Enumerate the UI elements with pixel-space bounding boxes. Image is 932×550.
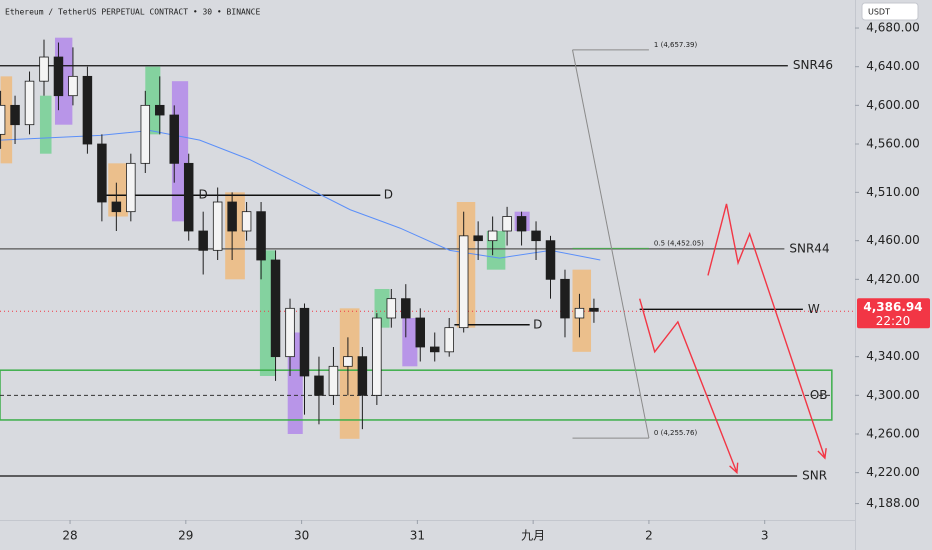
- y-tick-label: 4,300.00: [866, 388, 919, 402]
- candle-body: [574, 307, 585, 319]
- candle-body: [473, 235, 483, 242]
- candle-body: [314, 375, 324, 396]
- ob-label: OB: [810, 388, 828, 402]
- highlight-box: [0, 76, 13, 164]
- candle-body: [68, 75, 78, 97]
- projection: [707, 203, 826, 459]
- candle-body: [531, 230, 541, 242]
- x-tick-label: 28: [62, 529, 77, 543]
- candle-body: [458, 235, 469, 329]
- price-tag-countdown: 22:20: [876, 314, 911, 328]
- candle-body: [357, 356, 368, 396]
- candle-body: [241, 211, 252, 232]
- highlight-box: [402, 317, 418, 367]
- level-label: SNR44: [789, 241, 829, 255]
- fib-label: 1 (4,657.39): [654, 41, 698, 49]
- candle-body: [183, 162, 194, 232]
- x-tick-label: 29: [178, 529, 193, 543]
- currency: USDT: [868, 8, 890, 17]
- candle-body: [39, 56, 49, 82]
- y-tick-label: 4,560.00: [866, 137, 919, 151]
- candle-body: [111, 201, 122, 213]
- candle-body: [53, 56, 64, 97]
- ob-zone: [0, 369, 833, 421]
- highlight-box: [339, 308, 360, 439]
- candle-body: [169, 114, 179, 164]
- candle-body: [285, 307, 295, 358]
- x-tick-label: 31: [410, 529, 425, 543]
- projection-arrowhead: [817, 448, 827, 460]
- level-label: W: [808, 302, 820, 316]
- y-tick-label: 4,460.00: [866, 233, 919, 247]
- candle-body: [0, 104, 6, 135]
- d-label: D: [384, 188, 393, 202]
- y-tick-label: 4,340.00: [866, 349, 919, 363]
- candle-body: [343, 356, 353, 367]
- candle-body: [227, 201, 237, 232]
- candle-body: [487, 230, 498, 242]
- d-label: D: [199, 188, 208, 202]
- y-tick-label: 4,640.00: [866, 59, 919, 73]
- candle-body: [386, 298, 397, 319]
- candle-body: [299, 307, 310, 377]
- candle-body: [256, 211, 266, 261]
- level-label: SNR46: [793, 58, 833, 72]
- fib-trend: [572, 49, 650, 439]
- fib-label: 0 (4,255.76): [654, 429, 698, 437]
- y-tick-label: 4,260.00: [866, 426, 919, 440]
- projection-arrowhead: [729, 462, 739, 475]
- candle-body: [516, 216, 527, 232]
- y-tick-label: 4,680.00: [866, 21, 919, 35]
- chart-title: Ethereum / TetherUS PERPETUAL CONTRACT •…: [5, 8, 260, 17]
- x-tick-label: 九月: [521, 529, 545, 543]
- candle-body: [372, 317, 382, 396]
- candle-body: [545, 240, 556, 280]
- x-tick-label: 30: [294, 529, 309, 543]
- projection: [638, 298, 738, 473]
- candle-body: [429, 346, 440, 353]
- x-tick-label: 3: [761, 529, 769, 543]
- y-tick-label: 4,600.00: [866, 98, 919, 112]
- candle-body: [24, 80, 35, 126]
- candle-body: [589, 307, 599, 312]
- price-tag-value: 4,386.94: [863, 300, 922, 314]
- candle-body: [415, 317, 426, 348]
- candle-body: [155, 104, 165, 116]
- candle-body: [212, 201, 223, 251]
- candle-body: [82, 75, 93, 145]
- candle-body: [126, 162, 136, 213]
- candle-body: [401, 298, 411, 319]
- candle-body: [444, 327, 454, 353]
- candle-body: [560, 278, 570, 319]
- fib-label: 0.5 (4,452.05): [654, 239, 704, 247]
- candle-body: [10, 104, 20, 126]
- y-tick-label: 4,188.00: [866, 496, 919, 510]
- d-label: D: [533, 317, 542, 331]
- y-tick-label: 4,510.00: [866, 185, 919, 199]
- candle-body: [502, 216, 512, 232]
- candle-body: [270, 259, 281, 358]
- x-tick-label: 2: [645, 529, 653, 543]
- currency-box[interactable]: [861, 2, 919, 21]
- y-tick-label: 4,220.00: [866, 465, 919, 479]
- candle-body: [198, 230, 208, 251]
- candle-body: [140, 104, 151, 164]
- highlight-box: [39, 95, 52, 154]
- candle-body: [328, 365, 339, 396]
- candle-body: [97, 143, 107, 203]
- highlight-box: [287, 332, 303, 434]
- price-tag: [857, 298, 930, 329]
- y-tick-label: 4,420.00: [866, 272, 919, 286]
- level-label: SNR: [802, 469, 827, 483]
